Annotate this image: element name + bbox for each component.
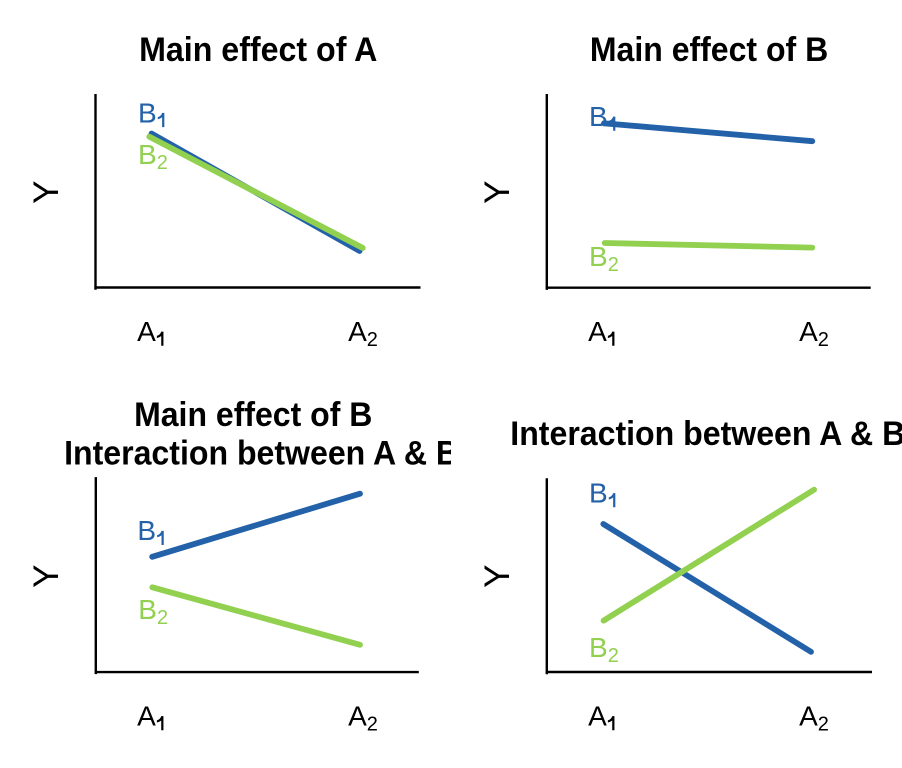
svg-text:Y: Y bbox=[27, 181, 66, 204]
svg-text:B: B bbox=[589, 101, 608, 132]
svg-text:B2: B2 bbox=[589, 632, 619, 667]
svg-text:Main effect of B: Main effect of B bbox=[590, 31, 828, 69]
svg-text:Main effect of B: Main effect of B bbox=[134, 396, 372, 434]
svg-text:Y: Y bbox=[478, 181, 517, 204]
svg-text:Interaction between A & B: Interaction between A & B bbox=[510, 415, 902, 453]
svg-text:Y: Y bbox=[478, 565, 517, 588]
svg-text:Interaction between A & B: Interaction between A & B bbox=[64, 434, 459, 472]
svg-text:A: A bbox=[588, 316, 607, 347]
svg-text:A: A bbox=[137, 701, 156, 732]
svg-text:A: A bbox=[588, 701, 607, 732]
svg-text:B: B bbox=[137, 515, 156, 546]
svg-text:A: A bbox=[137, 316, 156, 347]
svg-text:Y: Y bbox=[27, 565, 66, 588]
svg-text:B: B bbox=[589, 478, 608, 509]
svg-text:Main effect of A: Main effect of A bbox=[139, 31, 377, 69]
svg-text:B: B bbox=[138, 97, 157, 128]
